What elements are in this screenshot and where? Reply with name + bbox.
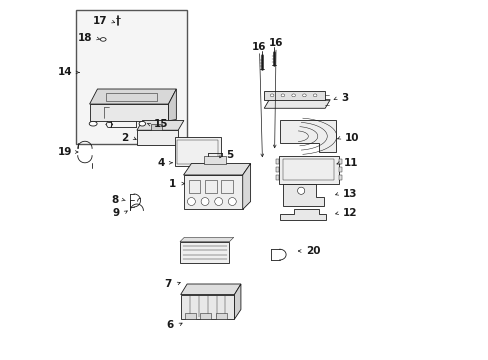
Ellipse shape <box>201 198 208 206</box>
Text: 17: 17 <box>93 17 107 27</box>
Polygon shape <box>234 284 241 319</box>
Ellipse shape <box>139 121 145 126</box>
Bar <box>338 159 341 164</box>
Text: 14: 14 <box>58 67 72 77</box>
Bar <box>174 137 221 166</box>
Text: 10: 10 <box>344 133 359 143</box>
Bar <box>275 175 278 180</box>
Bar <box>215 314 226 319</box>
Polygon shape <box>151 124 162 130</box>
Polygon shape <box>183 175 242 210</box>
Text: 9: 9 <box>112 208 120 218</box>
Polygon shape <box>89 104 168 121</box>
Ellipse shape <box>302 94 305 97</box>
Bar <box>177 140 218 163</box>
Polygon shape <box>283 184 324 206</box>
Bar <box>221 180 232 193</box>
Text: 1: 1 <box>169 179 176 189</box>
Text: 20: 20 <box>305 246 320 256</box>
Bar <box>282 159 333 180</box>
Ellipse shape <box>281 94 284 97</box>
Polygon shape <box>280 121 335 152</box>
Ellipse shape <box>270 94 273 97</box>
Ellipse shape <box>228 198 236 206</box>
Text: 7: 7 <box>164 279 172 289</box>
Polygon shape <box>279 209 325 220</box>
Bar <box>184 314 195 319</box>
Ellipse shape <box>291 94 295 97</box>
Polygon shape <box>180 237 233 242</box>
Text: 8: 8 <box>111 195 118 205</box>
Bar <box>338 167 341 172</box>
Polygon shape <box>180 284 241 294</box>
Text: 16: 16 <box>268 38 283 48</box>
Ellipse shape <box>214 198 222 206</box>
Bar <box>76 10 187 144</box>
Text: 16: 16 <box>252 42 266 52</box>
Ellipse shape <box>89 121 97 126</box>
Text: 18: 18 <box>78 33 92 43</box>
Bar <box>204 180 216 193</box>
Polygon shape <box>180 294 234 319</box>
Polygon shape <box>137 130 178 145</box>
Text: 5: 5 <box>225 150 233 160</box>
Ellipse shape <box>297 187 304 194</box>
Text: 2: 2 <box>121 133 128 143</box>
Polygon shape <box>137 121 183 130</box>
Bar <box>188 180 200 193</box>
Polygon shape <box>168 89 176 121</box>
Bar <box>338 175 341 180</box>
Polygon shape <box>278 156 338 184</box>
Ellipse shape <box>100 38 106 41</box>
Text: 19: 19 <box>58 147 72 157</box>
Polygon shape <box>242 163 250 210</box>
Polygon shape <box>89 89 176 104</box>
Bar <box>204 156 225 163</box>
Text: 3: 3 <box>341 93 348 103</box>
Bar <box>275 167 278 172</box>
Text: 12: 12 <box>343 208 357 218</box>
Bar <box>275 159 278 164</box>
Ellipse shape <box>313 94 316 97</box>
Text: 11: 11 <box>344 158 358 168</box>
Polygon shape <box>264 100 329 108</box>
Bar <box>106 93 156 101</box>
Text: 4: 4 <box>157 158 164 168</box>
Bar <box>180 242 229 263</box>
Polygon shape <box>264 91 325 100</box>
Text: 15: 15 <box>154 120 168 129</box>
Polygon shape <box>183 163 250 175</box>
Text: 6: 6 <box>166 320 174 330</box>
Text: 13: 13 <box>343 189 357 199</box>
Ellipse shape <box>187 198 195 206</box>
Bar <box>200 314 211 319</box>
